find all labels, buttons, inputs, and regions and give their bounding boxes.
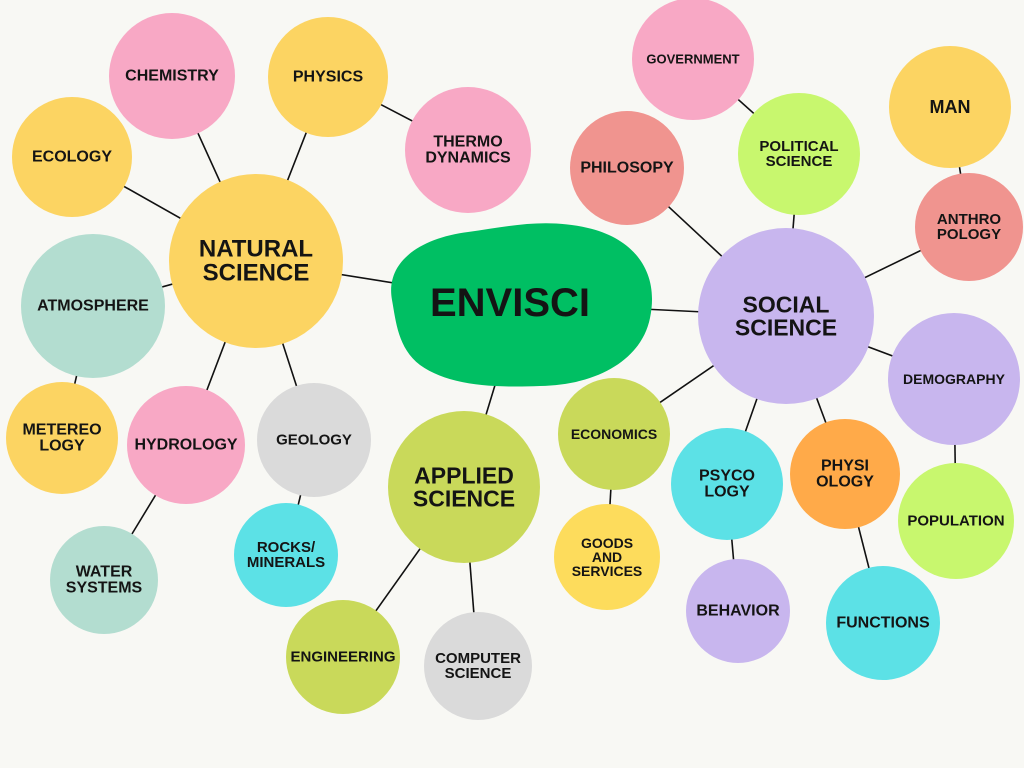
ecology-circle: [12, 97, 132, 217]
node-water: WATER SYSTEMS: [50, 526, 158, 634]
physics-label: PHYSICS: [293, 69, 364, 86]
ecology-label: ECOLOGY: [32, 149, 112, 166]
anthropology-label: ANTHRO POLOGY: [937, 211, 1002, 243]
demography-label: DEMOGRAPHY: [903, 371, 1006, 387]
physiology-circle: [790, 419, 900, 529]
node-rocks: ROCKS/MINERALS: [234, 503, 338, 607]
philosophy-circle: [570, 111, 684, 225]
node-atmosphere: ATMOSPHERE: [21, 234, 165, 378]
political-label: POLITICAL SCIENCE: [759, 138, 838, 170]
node-engineering: ENGINEERING: [286, 600, 400, 714]
metereology-label: METEREO LOGY: [22, 422, 101, 455]
government-circle: [632, 0, 754, 120]
node-social: SOCIAL SCIENCE: [698, 228, 874, 404]
goods-circle: [554, 504, 660, 610]
geology-label: GEOLOGY: [276, 432, 352, 449]
node-geology: GEOLOGY: [257, 383, 371, 497]
behavior-circle: [686, 559, 790, 663]
node-physiology: PHYSI OLOGY: [790, 419, 900, 529]
government-label: GOVERNMENT: [646, 52, 739, 67]
center-blob: [391, 223, 653, 387]
demography-circle: [888, 313, 1020, 445]
physiology-label: PHYSI OLOGY: [816, 458, 874, 491]
chemistry-circle: [109, 13, 235, 139]
atmosphere-label: ATMOSPHERE: [37, 298, 149, 315]
geology-circle: [257, 383, 371, 497]
man-circle: [889, 46, 1011, 168]
functions-circle: [826, 566, 940, 680]
social-label: SOCIAL SCIENCE: [735, 292, 837, 341]
population-label: POPULATION: [907, 513, 1004, 530]
node-economics: ECONOMICS: [558, 378, 670, 490]
node-hydrology: HYDROLOGY: [127, 386, 245, 504]
man-label: MAN: [930, 97, 971, 117]
chemistry-label: CHEMISTRY: [125, 68, 219, 85]
node-chemistry: CHEMISTRY: [109, 13, 235, 139]
node-political: POLITICAL SCIENCE: [738, 93, 860, 215]
philosophy-label: PHILOSOPY: [580, 160, 674, 177]
node-population: POPULATION: [898, 463, 1014, 579]
rocks-label: ROCKS/MINERALS: [247, 539, 325, 571]
node-government: GOVERNMENT: [632, 0, 754, 120]
node-computer: COMPUTER SCIENCE: [424, 612, 532, 720]
behavior-label: BEHAVIOR: [696, 603, 780, 620]
functions-label: FUNCTIONS: [836, 615, 930, 632]
rocks-circle: [234, 503, 338, 607]
population-circle: [898, 463, 1014, 579]
atmosphere-circle: [21, 234, 165, 378]
topic-nodes: ENVISCI NATURAL SCIENCE APPLIED SCIENCE SOCIA…: [6, 0, 1023, 720]
applied-label: APPLIED SCIENCE: [413, 463, 515, 512]
thermo-circle: [405, 87, 531, 213]
water-circle: [50, 526, 158, 634]
metereology-circle: [6, 382, 118, 494]
node-man: MAN: [889, 46, 1011, 168]
political-circle: [738, 93, 860, 215]
center-label: ENVISCI: [430, 281, 590, 325]
node-anthropology: ANTHRO POLOGY: [915, 173, 1023, 281]
node-thermo: THERMO DYNAMICS: [405, 87, 531, 213]
natural-circle: [169, 174, 343, 348]
computer-label: COMPUTER SCIENCE: [435, 650, 521, 682]
natural-label: NATURAL SCIENCE: [199, 236, 313, 287]
hydrology-label: HYDROLOGY: [134, 437, 237, 454]
node-functions: FUNCTIONS: [826, 566, 940, 680]
water-label: WATER SYSTEMS: [66, 564, 143, 597]
node-ecology: ECOLOGY: [12, 97, 132, 217]
applied-circle: [388, 411, 540, 563]
economics-label: ECONOMICS: [571, 426, 657, 442]
node-metereology: METEREO LOGY: [6, 382, 118, 494]
goods-label: GOODS AND SERVICES: [572, 535, 643, 579]
physics-circle: [268, 17, 388, 137]
computer-circle: [424, 612, 532, 720]
node-psychology: PSYCO LOGY: [671, 428, 783, 540]
economics-circle: [558, 378, 670, 490]
node-physics: PHYSICS: [268, 17, 388, 137]
node-applied: APPLIED SCIENCE: [388, 411, 540, 563]
psychology-circle: [671, 428, 783, 540]
center-node: ENVISCI: [391, 223, 653, 387]
node-goods: GOODS AND SERVICES: [554, 504, 660, 610]
social-circle: [698, 228, 874, 404]
thermo-label: THERMO DYNAMICS: [425, 134, 511, 167]
node-demography: DEMOGRAPHY: [888, 313, 1020, 445]
node-natural: NATURAL SCIENCE: [169, 174, 343, 348]
node-behavior: BEHAVIOR: [686, 559, 790, 663]
psychology-label: PSYCO LOGY: [699, 468, 755, 501]
engineering-circle: [286, 600, 400, 714]
hydrology-circle: [127, 386, 245, 504]
engineering-label: ENGINEERING: [290, 649, 395, 666]
anthropology-circle: [915, 173, 1023, 281]
node-philosophy: PHILOSOPY: [570, 111, 684, 225]
